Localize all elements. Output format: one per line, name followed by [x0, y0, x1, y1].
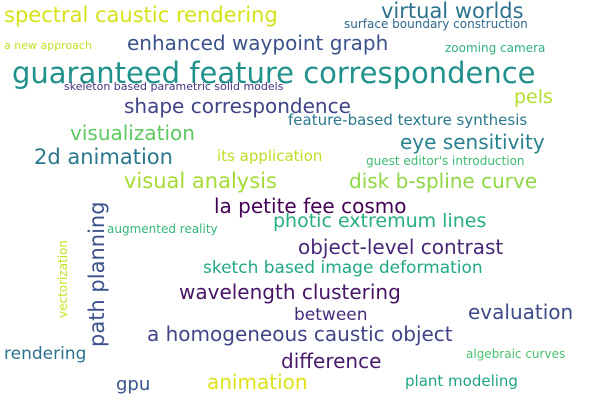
word-2d-animation: 2d animation — [34, 145, 173, 169]
word-virtual-worlds: virtual worlds — [381, 0, 524, 23]
word-la-petite-fee-cosmo: la petite fee cosmo — [214, 194, 407, 218]
word-gpu: gpu — [116, 374, 151, 395]
word-a-homogeneous-caustic-object: a homogeneous caustic object — [147, 322, 453, 346]
word-animation: animation — [207, 370, 308, 394]
word-between: between — [294, 305, 368, 325]
word-skeleton-based-parametric-solid-models: skeleton based parametric solid models — [64, 80, 284, 93]
word-plant-modeling: plant modeling — [405, 372, 518, 390]
word-sketch-based-image-deformation: sketch based image deformation — [203, 258, 483, 278]
word-eye-sensitivity: eye sensitivity — [400, 130, 545, 154]
word-visualization: visualization — [70, 121, 195, 145]
word-feature-based-texture-synthesis: feature-based texture synthesis — [288, 111, 528, 129]
word-surface-boundary-construction: surface boundary construction — [344, 17, 528, 31]
word-zooming-camera: zooming camera — [445, 41, 546, 55]
word-enhanced-waypoint-graph: enhanced waypoint graph — [127, 31, 389, 55]
word-difference: difference — [281, 349, 382, 373]
word-photic-extremum-lines: photic extremum lines — [273, 210, 487, 232]
word-visual-analysis: visual analysis — [124, 169, 277, 193]
word-evaluation: evaluation — [468, 300, 574, 324]
word-path-planning: path planning — [85, 201, 109, 347]
word-pels: pels — [514, 86, 553, 108]
word-shape-correspondence: shape correspondence — [124, 94, 351, 118]
word-disk-b-spline-curve: disk b-spline curve — [349, 169, 538, 193]
word-spectral-caustic-rendering: spectral caustic rendering — [4, 3, 278, 27]
word-augmented-reality: augmented reality — [107, 222, 218, 236]
word-algebraic-curves: algebraic curves — [466, 347, 566, 361]
word-vectorization: vectorization — [56, 239, 70, 318]
word-wavelength-clustering: wavelength clustering — [179, 280, 401, 304]
word-object-level-contrast: object-level contrast — [298, 235, 504, 259]
word-its-application: its application — [217, 147, 323, 165]
word-guest-editors-introduction: guest editor's introduction — [366, 154, 525, 168]
word-a-new-approach: a new approach — [4, 39, 92, 52]
word-guaranteed-feature-correspondence: guaranteed feature correspondence — [12, 56, 536, 90]
word-rendering: rendering — [4, 344, 87, 364]
